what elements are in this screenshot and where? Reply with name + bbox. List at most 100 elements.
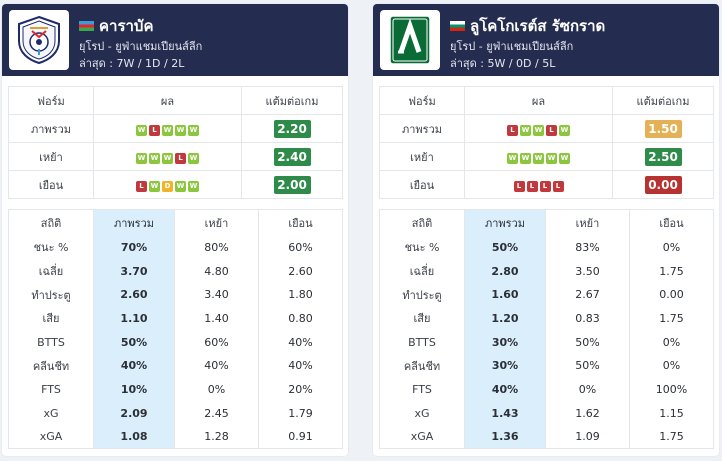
result-badge[interactable]: W: [175, 124, 186, 136]
stat-home-value: 40%: [174, 353, 259, 378]
result-badge[interactable]: L: [136, 180, 147, 192]
bulgaria-flag-icon: [450, 21, 465, 31]
result-badge[interactable]: W: [559, 152, 570, 164]
stat-home-value: 80%: [174, 235, 259, 260]
team-card-home: คาราบัค ยุโรป - ยูฟ่าแชมเปียนส์ลีก ล่าสุ…: [2, 4, 348, 456]
result-badge[interactable]: W: [136, 124, 147, 136]
team-card-away: ลูโคโกเรต์ส รัซกราด ยุโรป - ยูฟ่าแชมเปีย…: [373, 4, 719, 456]
form-row-away: เยือน L W D W W 2.00: [8, 170, 343, 199]
stat-away-value: 40%: [258, 330, 343, 354]
team-logo[interactable]: [380, 10, 440, 70]
stat-overall-value: 50%: [464, 235, 546, 260]
result-badge[interactable]: L: [513, 180, 525, 192]
form-row-label: ภาพรวม: [8, 114, 94, 143]
form-row-overall: ภาพรวม W L W W W 2.20: [8, 114, 343, 143]
stats-table: สถิติ ภาพรวม เหย้า เยือน ชนะ % 70% 80% 60% เ…: [8, 209, 343, 450]
stat-overall-value: 40%: [464, 377, 546, 402]
home-header: เหย้า: [174, 209, 259, 236]
result-badge[interactable]: L: [552, 180, 564, 192]
ppg-header: แต้มต่อเกม: [241, 86, 343, 115]
result-badge[interactable]: W: [520, 152, 531, 164]
ppg-badge: 2.00: [273, 175, 311, 194]
stat-row: เสีย 1.10 1.40 0.80: [8, 306, 343, 331]
stat-row: BTTS 30% 50% 0%: [379, 330, 714, 354]
ppg-cell: 0.00: [612, 170, 714, 199]
recent-record: ล่าสุด : 7W / 1D / 2L: [79, 57, 185, 70]
stat-overall-value: 70%: [93, 235, 175, 260]
result-badge[interactable]: W: [149, 152, 160, 164]
away-header: เยือน: [629, 209, 714, 236]
stat-row: เฉลี่ย 3.70 4.80 2.60: [8, 259, 343, 283]
stat-away-value: 100%: [629, 377, 714, 402]
result-badge[interactable]: W: [559, 124, 570, 136]
stat-row: ทำประตู 2.60 3.40 1.80: [8, 282, 343, 307]
stat-label: ชนะ %: [379, 235, 465, 260]
result-badge[interactable]: W: [188, 180, 199, 192]
result-badge[interactable]: W: [175, 180, 186, 192]
stat-label: เสีย: [379, 306, 465, 331]
result-badge[interactable]: W: [188, 152, 199, 164]
result-badge[interactable]: L: [175, 152, 186, 164]
result-badge[interactable]: W: [507, 152, 518, 164]
result-badge[interactable]: W: [188, 124, 199, 136]
stat-home-value: 3.40: [174, 282, 259, 307]
result-badge[interactable]: L: [149, 124, 160, 136]
team-name[interactable]: คาราบัค: [99, 17, 154, 35]
stat-overall-value: 2.80: [464, 259, 546, 283]
form-table: ฟอร์ม ผล แต้มต่อเกม ภาพรวม L W W L W 1.50 เหย้า…: [379, 86, 714, 199]
result-badge[interactable]: L: [526, 180, 538, 192]
result-badge[interactable]: W: [533, 124, 544, 136]
stat-header: สถิติ: [8, 209, 94, 236]
ppg-header: แต้มต่อเกม: [612, 86, 714, 115]
form-row-label: ภาพรวม: [379, 114, 465, 143]
ppg-badge: 1.50: [644, 119, 682, 138]
stat-row: คลีนชีท 30% 50% 0%: [379, 353, 714, 378]
result-badge[interactable]: W: [136, 152, 147, 164]
stat-overall-value: 50%: [93, 330, 175, 354]
ppg-badge: 0.00: [644, 175, 682, 194]
stat-away-value: 0.91: [258, 425, 343, 450]
stat-label: คลีนชีท: [379, 353, 465, 378]
stat-home-value: 4.80: [174, 259, 259, 283]
result-badge[interactable]: L: [539, 180, 551, 192]
result-badge[interactable]: W: [162, 152, 173, 164]
team-name[interactable]: ลูโคโกเรต์ส รัซกราด: [470, 17, 606, 35]
stat-home-value: 0%: [174, 377, 259, 402]
result-badge[interactable]: W: [533, 152, 544, 164]
stat-away-value: 0%: [629, 353, 714, 378]
stat-away-value: 1.79: [258, 401, 343, 425]
stat-label: ทำประตู: [8, 282, 94, 307]
form-row-overall: ภาพรวม L W W L W 1.50: [379, 114, 714, 143]
result-badge[interactable]: D: [162, 180, 173, 192]
stat-away-value: 0.80: [258, 306, 343, 331]
stat-away-value: 1.75: [629, 259, 714, 283]
form-header: ฟอร์ม: [379, 86, 465, 115]
overall-header: ภาพรวม: [93, 209, 175, 236]
result-badge[interactable]: L: [546, 124, 557, 136]
result-badge[interactable]: W: [162, 124, 173, 136]
stat-row: BTTS 50% 60% 40%: [8, 330, 343, 354]
form-row-label: เยือน: [8, 170, 94, 199]
form-row-home: เหย้า W W W L W 2.40: [8, 142, 343, 171]
stat-row: FTS 40% 0% 100%: [379, 377, 714, 402]
recent-record: ล่าสุด : 5W / 0D / 5L: [450, 57, 556, 70]
result-badge[interactable]: W: [520, 124, 531, 136]
result-badge[interactable]: W: [149, 180, 160, 192]
stat-label: BTTS: [8, 330, 94, 354]
result-badge[interactable]: W: [546, 152, 557, 164]
result-badge[interactable]: L: [507, 124, 518, 136]
stat-row: xG 2.09 2.45 1.79: [8, 401, 343, 425]
form-row-away: เยือน L L L L 0.00: [379, 170, 714, 199]
stats-table: สถิติ ภาพรวม เหย้า เยือน ชนะ % 50% 83% 0% เฉ…: [379, 209, 714, 450]
team-logo[interactable]: [9, 10, 69, 70]
stat-overall-value: 1.43: [464, 401, 546, 425]
stat-overall-value: 10%: [93, 377, 175, 402]
stat-overall-value: 2.09: [93, 401, 175, 425]
results-header: ผล: [93, 86, 242, 115]
